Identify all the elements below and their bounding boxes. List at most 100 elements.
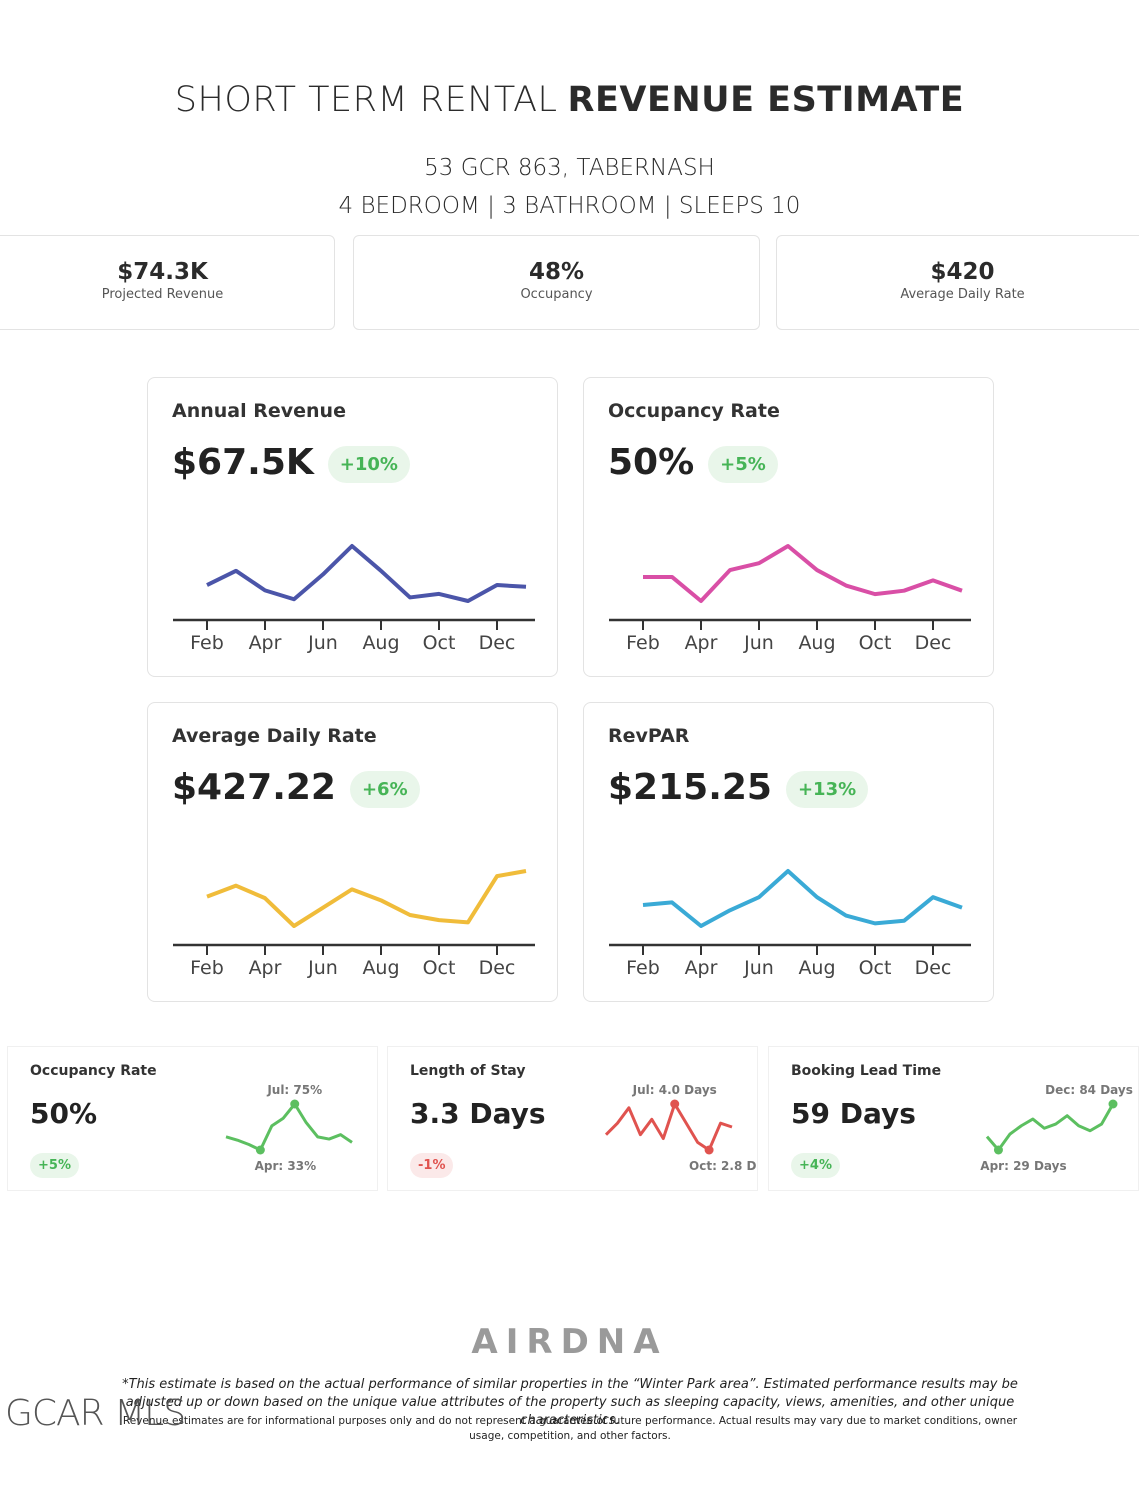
address: 53 GCR 863, TABERNASH	[424, 155, 715, 181]
x-tick-label: Oct	[859, 632, 892, 654]
chart-title: Occupancy Rate	[608, 400, 780, 422]
chart-value: 50% +5%	[608, 442, 778, 483]
metric-card: Jul: 4.0 Days Oct: 2.8 Days Length of Stay…	[388, 1047, 757, 1190]
x-tick-label: Jun	[743, 632, 774, 654]
chart: Feb Apr Jun Aug Oct Dec	[609, 544, 971, 654]
x-tick-label: Dec	[915, 632, 952, 654]
metric-title: Length of Stay	[410, 1063, 526, 1079]
value: 50%	[608, 442, 695, 483]
summary-card: $74.3K Projected Revenue	[0, 235, 335, 330]
x-tick-label: Aug	[798, 632, 835, 654]
change-badge: +6%	[349, 770, 420, 808]
change-badge: +13%	[785, 770, 869, 808]
x-tick-label: Apr	[249, 957, 282, 979]
title-light: SHORT TERM RENTAL	[174, 80, 558, 120]
title: SHORT TERM RENTAL REVENUE ESTIMATE	[0, 80, 1139, 120]
min-point	[255, 1145, 265, 1155]
disclaimer: *This estimate is based on the actual pe…	[122, 1377, 1018, 1428]
x-tick-label: Aug	[798, 957, 835, 979]
value: $67.5K	[172, 442, 314, 483]
summary-label: Average Daily Rate	[900, 287, 1025, 302]
max-label: Dec: 84 Days	[1045, 1083, 1133, 1097]
x-tick-label: Aug	[362, 632, 399, 654]
chart-card: Feb Apr Jun Aug Oct Dec Occupancy Rate 50% +5%	[583, 377, 994, 677]
change-badge: -1%	[410, 1153, 454, 1178]
value: $427.22	[172, 767, 336, 808]
x-tick-label: Aug	[362, 957, 399, 979]
max-point	[290, 1099, 300, 1109]
metric-card: Jul: 75% Apr: 33% Occupancy Rate 50% +5%	[8, 1047, 377, 1190]
x-tick-label: Dec	[479, 957, 516, 979]
metric-title: Occupancy Rate	[30, 1063, 157, 1079]
chart-card: Feb Apr Jun Aug Oct Dec Annual Revenue $67.5K +1…	[147, 377, 558, 677]
x-tick-label: Feb	[626, 957, 660, 979]
sparkline-series	[985, 1103, 1115, 1152]
metric-value: 3.3 Days	[410, 1097, 546, 1130]
line-series	[642, 869, 963, 928]
min-label: Oct: 2.8 Days	[689, 1159, 757, 1173]
chart: Feb Apr Jun Aug Oct Dec	[173, 544, 535, 654]
chart: Feb Apr Jun Aug Oct Dec	[173, 869, 535, 979]
min-label: Apr: 33%	[255, 1159, 317, 1173]
x-tick-label: Dec	[915, 957, 952, 979]
summary-label: Occupancy	[520, 287, 593, 302]
line-series	[206, 869, 527, 928]
change-badge: +5%	[708, 445, 778, 483]
x-tick-label: Dec	[479, 632, 516, 654]
chart-card: Feb Apr Jun Aug Oct Dec Average Daily Rate $427…	[147, 702, 558, 1002]
details: 4 BEDROOM | 3 BATHROOM | SLEEPS 10	[338, 193, 801, 219]
chart-title: Average Daily Rate	[172, 725, 377, 747]
sparkline-series	[604, 1102, 733, 1152]
chart: Feb Apr Jun Aug Oct Dec	[609, 869, 971, 979]
summary-value: $420	[930, 259, 995, 285]
sparkline-series	[225, 1102, 353, 1152]
line-series	[643, 544, 963, 603]
x-tick-label: Feb	[626, 632, 660, 654]
x-tick-label: Oct	[423, 632, 456, 654]
metric-title: Booking Lead Time	[791, 1063, 942, 1079]
chart-title: RevPAR	[608, 725, 690, 747]
chart-card: Feb Apr Jun Aug Oct Dec RevPAR $215.25 +13%	[583, 702, 994, 1002]
chart-value: $67.5K +10%	[172, 442, 410, 483]
logo: AIRDNA	[471, 1322, 668, 1362]
summary-value: $74.3K	[117, 259, 208, 285]
x-tick-label: Apr	[685, 957, 718, 979]
max-point	[1108, 1099, 1118, 1109]
line-series	[206, 544, 527, 603]
chart-title: Annual Revenue	[172, 400, 346, 422]
x-tick-label: Oct	[859, 957, 892, 979]
value: $215.25	[608, 767, 772, 808]
disclaimer-2: Revenue estimates are for informational …	[122, 1415, 1018, 1442]
summary-value: 48%	[528, 259, 585, 285]
x-tick-label: Feb	[190, 957, 224, 979]
min-point	[704, 1145, 714, 1155]
metric-value: 50%	[30, 1097, 98, 1130]
sparkline: Dec: 84 Days Apr: 29 Days	[980, 1083, 1133, 1173]
sparkline: Jul: 4.0 Days Oct: 2.8 Days	[604, 1083, 757, 1173]
chart-value: $427.22 +6%	[172, 767, 420, 808]
summary-label: Projected Revenue	[101, 287, 224, 302]
min-point	[993, 1145, 1003, 1155]
max-label: Jul: 4.0 Days	[632, 1083, 717, 1097]
x-tick-label: Jun	[307, 957, 338, 979]
change-badge: +4%	[791, 1153, 840, 1178]
x-tick-label: Apr	[249, 632, 282, 654]
max-label: Jul: 75%	[266, 1083, 322, 1097]
metric-value: 59 Days	[791, 1097, 916, 1130]
change-badge: +10%	[327, 445, 410, 483]
chart-value: $215.25 +13%	[608, 767, 869, 808]
watermark: GCAR MLS	[5, 1393, 186, 1434]
x-tick-label: Apr	[685, 632, 718, 654]
x-tick-label: Oct	[423, 957, 456, 979]
x-tick-label: Feb	[190, 632, 224, 654]
sparkline: Jul: 75% Apr: 33%	[225, 1083, 353, 1173]
title-bold: REVENUE ESTIMATE	[567, 80, 965, 120]
metric-card: Dec: 84 Days Apr: 29 Days Booking Lead Tim…	[769, 1047, 1138, 1190]
min-label: Apr: 29 Days	[980, 1159, 1066, 1173]
x-tick-label: Jun	[743, 957, 774, 979]
summary-card: 48% Occupancy	[353, 235, 760, 330]
max-point	[670, 1099, 680, 1109]
summary-card: $420 Average Daily Rate	[776, 235, 1139, 330]
x-tick-label: Jun	[307, 632, 338, 654]
